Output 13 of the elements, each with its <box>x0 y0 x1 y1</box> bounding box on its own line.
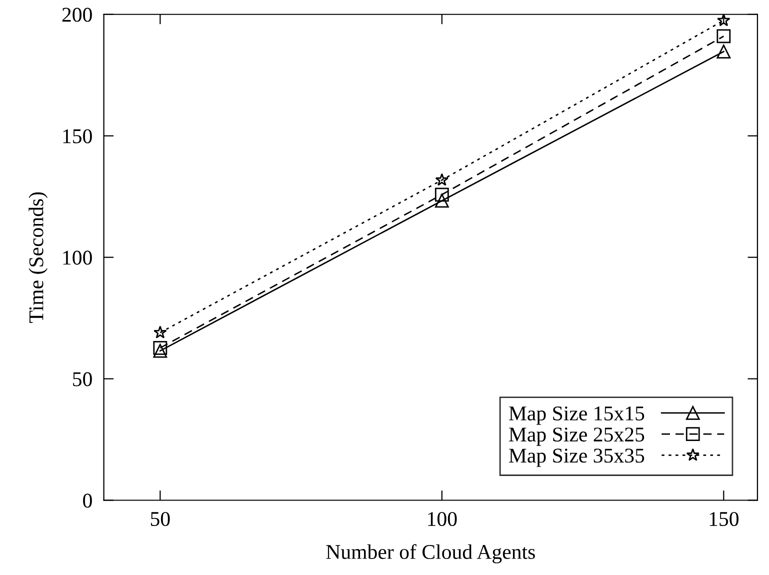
legend-label: Map Size 35x35 <box>509 448 644 467</box>
y-axis-title: Time (Seconds) <box>28 192 48 323</box>
legend-label: Map Size 15x15 <box>509 406 644 425</box>
y-tick-label: 100 <box>63 250 92 265</box>
y-tick-label: 150 <box>63 129 92 144</box>
y-tick-label: 200 <box>62 8 92 22</box>
x-tick-label: 150 <box>710 512 738 526</box>
x-axis-title: Number of Cloud Agents <box>326 544 535 564</box>
y-tick-label: 50 <box>73 372 92 386</box>
legend-label: Map Size 25x25 <box>509 428 644 446</box>
x-tick-label: 50 <box>150 512 170 526</box>
y-tick-label: 0 <box>83 494 92 508</box>
x-tick-label: 100 <box>428 512 457 526</box>
